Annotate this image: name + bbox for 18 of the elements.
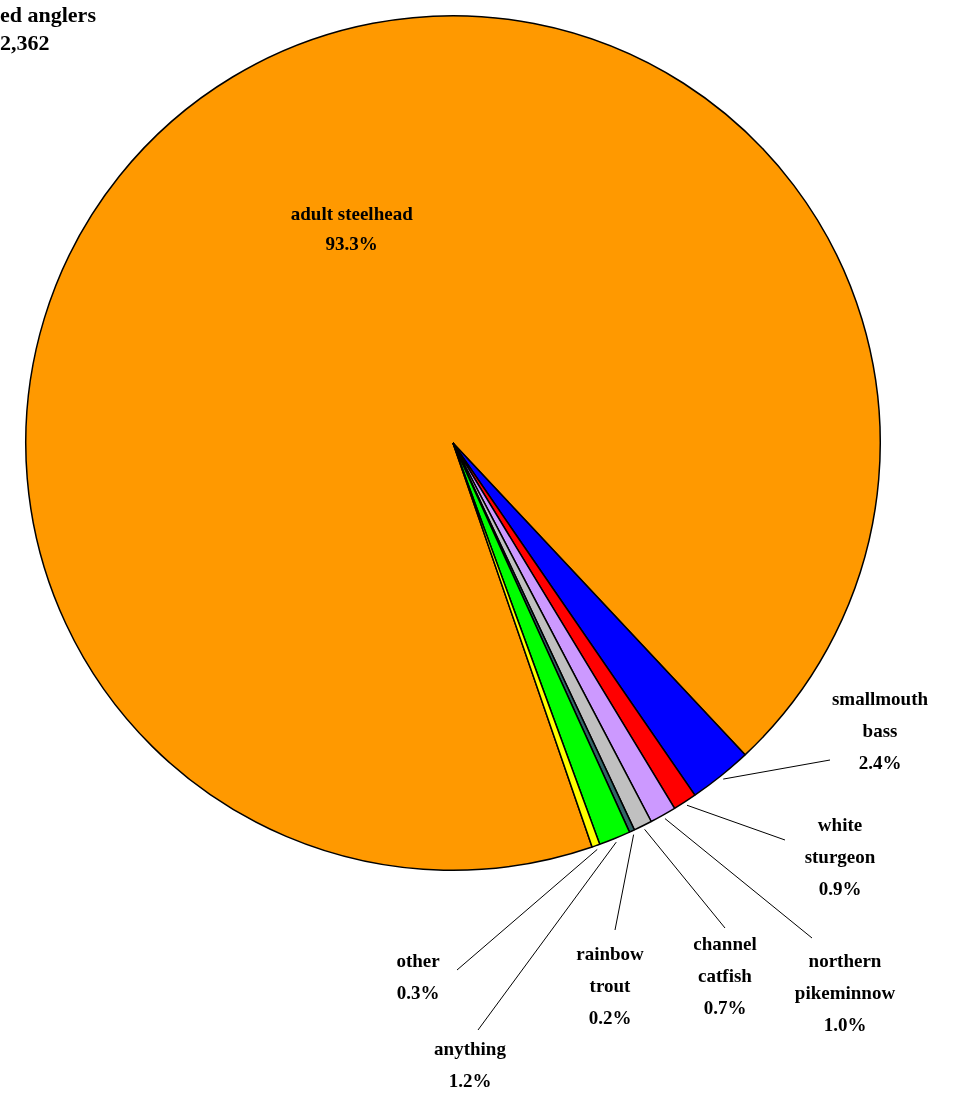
slice-label: white sturgeon xyxy=(804,813,876,867)
slice-label: other xyxy=(396,949,441,971)
data-label: 1.2% xyxy=(448,1069,492,1091)
data-label: 0.3% xyxy=(396,981,440,1003)
data-label: 2.4% xyxy=(858,751,902,773)
slice-label: smallmouth bass xyxy=(831,687,929,741)
slice-label: channel catfish xyxy=(693,932,757,986)
chart-title: ed anglers xyxy=(0,2,96,28)
data-label: 1.0% xyxy=(823,1013,867,1035)
slice-label: adult steelhead xyxy=(290,203,414,225)
data-label: 0.2% xyxy=(588,1006,632,1028)
data-label: 0.7% xyxy=(703,996,747,1018)
data-label: 93.3% xyxy=(325,233,378,255)
data-label: 0.9% xyxy=(818,877,862,899)
slice-label: anything xyxy=(434,1037,507,1059)
slice-label: northern pikeminnow xyxy=(794,949,896,1003)
slice-label: rainbow trout xyxy=(576,942,645,996)
text: 2,362 xyxy=(0,30,50,56)
